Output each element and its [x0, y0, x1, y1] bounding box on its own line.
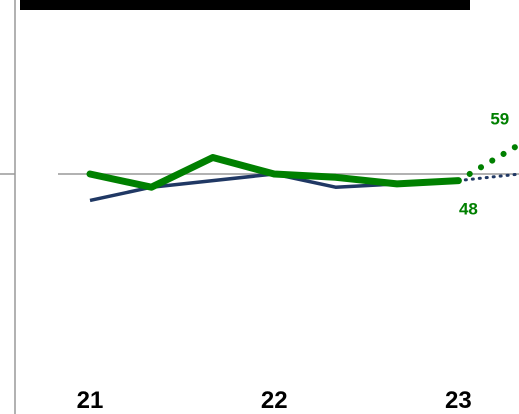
series-green-line: [86, 154, 462, 191]
x-tick-label: 23: [445, 387, 472, 414]
x-tick-label: 22: [261, 387, 288, 414]
x-tick-label: 21: [77, 387, 104, 414]
top-black-bar: [20, 0, 470, 10]
data-label-projection-end: 59: [490, 109, 509, 128]
data-label-last-actual: 48: [459, 200, 478, 219]
series-green-projection: [455, 141, 519, 184]
series-navy-projection: [456, 172, 519, 183]
